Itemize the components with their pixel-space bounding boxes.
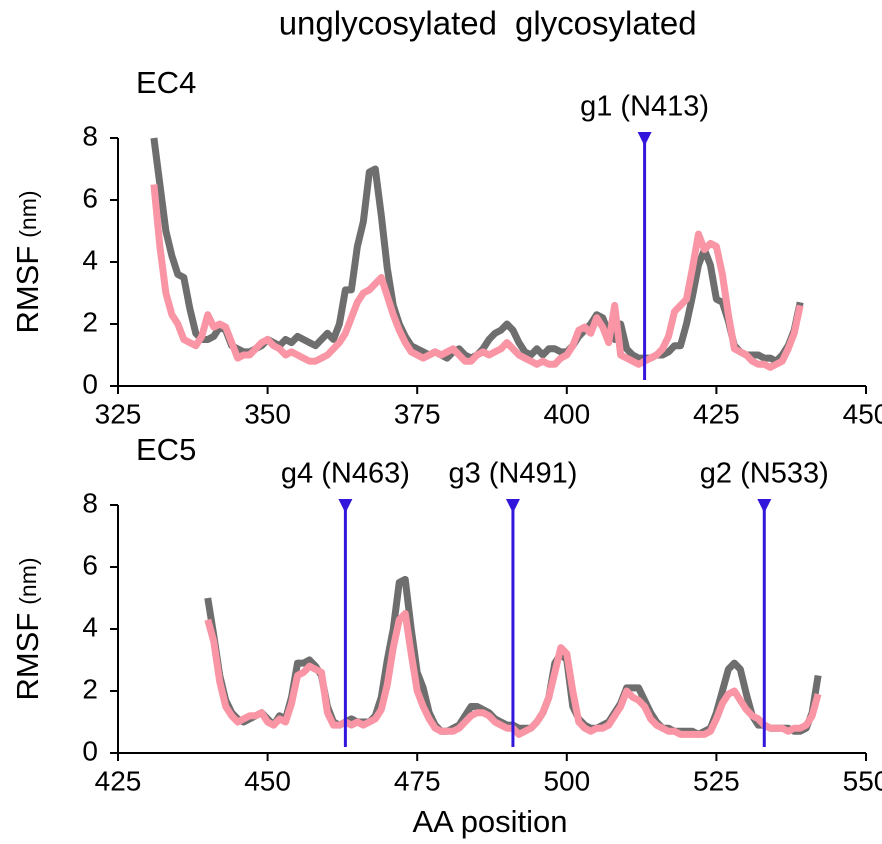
y-tick-label: 2 — [82, 673, 98, 704]
site-label: g1 (N413) — [580, 91, 709, 123]
legend-entry: glycosylated — [515, 5, 697, 42]
x-tick-label: 450 — [244, 765, 291, 796]
y-tick-label: 0 — [82, 368, 98, 399]
y-tick-label: 4 — [82, 611, 98, 642]
x-tick-label: 500 — [543, 765, 590, 796]
x-tick-label: 325 — [95, 398, 142, 429]
site-marker-head — [757, 499, 772, 513]
y-tick-label: 8 — [82, 487, 98, 518]
x-tick-label: 350 — [244, 398, 291, 429]
y-tick-label: 0 — [82, 735, 98, 766]
y-label-text: RMSF — [10, 613, 45, 701]
legend-entry: unglycosylated — [279, 5, 497, 42]
site-marker-head — [505, 499, 520, 513]
x-axis-label: AA position — [412, 804, 567, 839]
y-tick-label: 8 — [82, 120, 98, 151]
x-tick-label: 450 — [843, 398, 882, 429]
y-tick-label: 2 — [82, 306, 98, 337]
y-label-unit: (nm) — [15, 190, 41, 237]
x-tick-label: 550 — [843, 765, 882, 796]
y-tick-label: 4 — [82, 244, 98, 275]
x-tick-label: 475 — [394, 765, 441, 796]
panel-title: EC4 — [136, 65, 196, 100]
y-tick-label: 6 — [82, 182, 98, 213]
site-label: g3 (N491) — [448, 458, 577, 490]
series-line — [150, 184, 804, 371]
site-label: g2 (N533) — [700, 458, 829, 490]
x-tick-label: 425 — [693, 398, 740, 429]
y-axis-label: RMSF (nm) — [10, 557, 45, 700]
x-tick-label: 400 — [543, 398, 590, 429]
site-marker-head — [637, 132, 652, 146]
y-label-text: RMSF — [10, 246, 45, 334]
x-tick-label: 375 — [394, 398, 441, 429]
y-axis-label: RMSF (nm) — [10, 190, 45, 333]
panel-title: EC5 — [136, 432, 196, 467]
site-marker-head — [338, 499, 353, 513]
x-tick-label: 525 — [693, 765, 740, 796]
x-tick-label: 425 — [95, 765, 142, 796]
site-label: g4 (N463) — [281, 458, 410, 490]
y-label-unit: (nm) — [15, 557, 41, 604]
y-tick-label: 6 — [82, 549, 98, 580]
